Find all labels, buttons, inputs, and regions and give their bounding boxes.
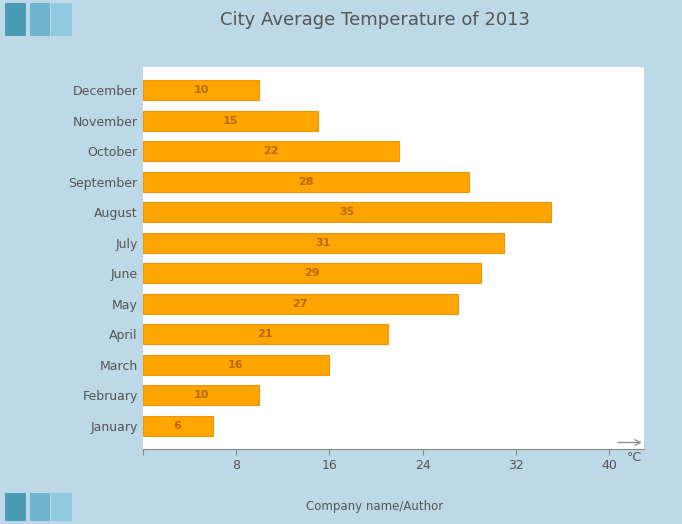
Text: 31: 31 [316,238,331,248]
Text: 15: 15 [222,116,238,126]
Bar [143,111,318,131]
Text: 29: 29 [304,268,320,278]
Bar [143,264,481,283]
Text: 10: 10 [193,390,209,400]
Bar [143,355,329,375]
FancyBboxPatch shape [51,3,72,36]
Bar [143,416,213,435]
Text: Company name/Author: Company name/Author [306,500,444,514]
Bar [143,202,551,222]
Text: 22: 22 [263,146,279,156]
Bar [143,324,387,344]
FancyBboxPatch shape [30,3,50,36]
FancyBboxPatch shape [30,494,50,521]
Text: 21: 21 [257,329,273,339]
Text: 28: 28 [298,177,314,187]
Text: 6: 6 [174,421,181,431]
Bar [143,172,469,192]
Bar [143,141,400,161]
Bar [143,233,505,253]
FancyBboxPatch shape [5,494,26,521]
Bar [143,385,259,405]
Text: 16: 16 [228,360,243,370]
FancyBboxPatch shape [5,3,26,36]
Text: City Average Temperature of 2013: City Average Temperature of 2013 [220,10,530,29]
FancyBboxPatch shape [51,494,72,521]
Text: 10: 10 [193,85,209,95]
Bar [143,81,259,100]
Text: 35: 35 [339,208,355,217]
Text: °C: °C [627,451,642,464]
Bar [143,294,458,314]
Text: 27: 27 [293,299,308,309]
